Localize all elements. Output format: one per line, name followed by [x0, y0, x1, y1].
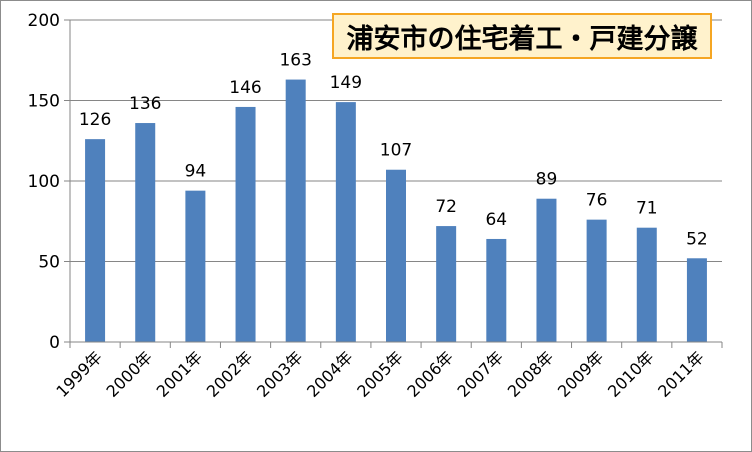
data-label: 89 [536, 170, 558, 190]
bars [85, 79, 707, 342]
x-tick-label: 2011年 [654, 347, 708, 401]
bar [285, 79, 306, 342]
x-tick-label: 2007年 [454, 347, 508, 401]
bar [335, 102, 356, 342]
bar [135, 123, 156, 342]
data-labels: 126 136 94 146 163 149 107 72 64 89 76 71 52 [79, 51, 708, 250]
chart-title-text: 浦安市の住宅着工・戸建分譲 [346, 23, 698, 55]
bar [386, 169, 406, 342]
bar [536, 198, 557, 342]
y-tick-label: 200 [28, 11, 60, 31]
x-tick-label: 2009年 [554, 347, 608, 401]
data-label: 107 [380, 141, 412, 161]
y-axis: 0 50 100 150 200 [28, 11, 71, 353]
bar [586, 219, 607, 342]
x-tick-label: 2003年 [253, 347, 307, 401]
x-tick-label: 1999年 [52, 347, 106, 401]
data-label: 52 [686, 229, 708, 249]
data-label: 136 [129, 94, 161, 114]
data-label: 71 [636, 199, 658, 219]
bar [185, 190, 206, 342]
bar [235, 106, 256, 342]
chart-title: 浦安市の住宅着工・戸建分譲 [332, 13, 712, 59]
bar [436, 226, 457, 342]
data-label: 146 [229, 78, 261, 98]
y-tick-label: 50 [38, 253, 60, 273]
data-label: 126 [79, 110, 111, 130]
x-axis: 1999年2000年2001年2002年2003年2004年2005年2006年… [52, 341, 723, 401]
data-label: 76 [586, 191, 608, 211]
x-tick-label: 2006年 [403, 347, 457, 401]
x-tick-label: 2008年 [504, 347, 558, 401]
y-tick-label: 0 [49, 333, 60, 353]
x-tick-label: 2002年 [203, 347, 257, 401]
x-tick-label: 2004年 [303, 347, 357, 401]
bar [636, 227, 657, 342]
data-label: 64 [485, 210, 507, 230]
x-tick-label: 2001年 [153, 347, 207, 401]
bar [85, 139, 106, 342]
bar [486, 238, 507, 342]
data-label: 72 [435, 197, 457, 217]
y-tick-label: 150 [28, 92, 60, 112]
data-label: 163 [279, 51, 311, 71]
data-label: 94 [185, 162, 207, 182]
y-tick-label: 100 [28, 172, 60, 192]
x-tick-label: 2000年 [103, 347, 157, 401]
bar [686, 258, 707, 342]
x-tick-label: 2010年 [604, 347, 658, 401]
x-tick-label: 2005年 [353, 347, 407, 401]
data-label: 149 [330, 73, 362, 93]
